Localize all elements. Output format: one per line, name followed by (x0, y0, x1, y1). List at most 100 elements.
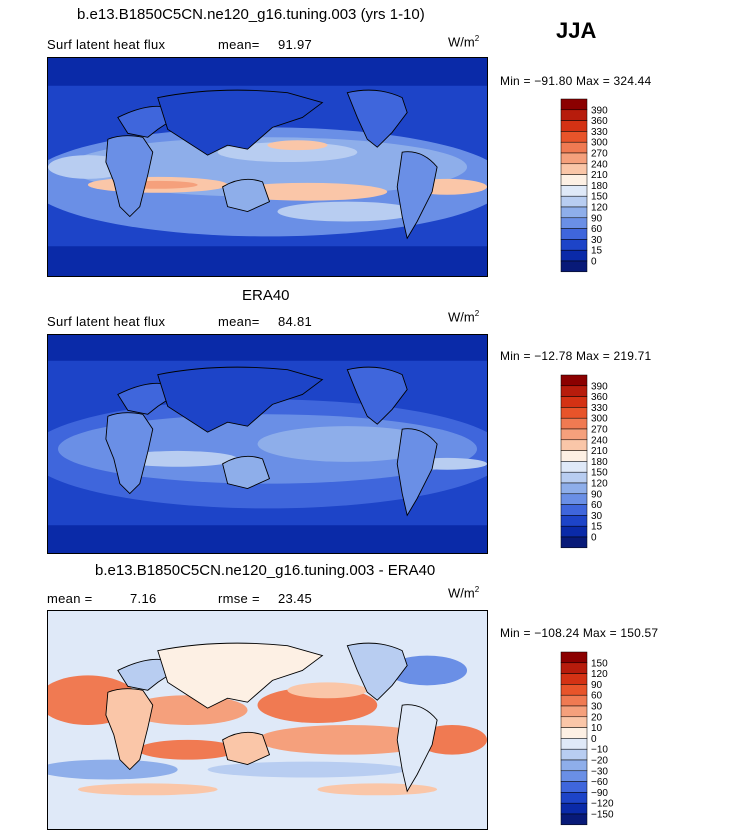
colorbar-tick-label: 240 (591, 435, 608, 446)
colorbar-tick-label: 390 (591, 381, 608, 392)
colorbar-tick-label: −90 (591, 788, 608, 799)
colorbar-swatch (560, 716, 588, 728)
panel3-map (47, 610, 488, 830)
colorbar-swatch (560, 260, 588, 273)
colorbar-tick-label: 150 (591, 192, 608, 203)
colorbar-swatch (560, 727, 588, 739)
colorbar-swatch (560, 504, 588, 516)
colorbar-tick-label: 300 (591, 414, 608, 425)
colorbar-tick-label: 120 (591, 669, 608, 680)
colorbar-swatch (560, 770, 588, 782)
colorbar-swatch (560, 98, 588, 111)
colorbar-swatch (560, 396, 588, 408)
colorbar-tick-label: −60 (591, 777, 608, 788)
colorbar-swatch (560, 759, 588, 772)
colorbar-tick-label: −30 (591, 766, 608, 777)
colorbar-tick-label: 0 (591, 734, 597, 745)
colorbar-swatch (560, 482, 588, 495)
colorbar-tick-label: 10 (591, 723, 603, 734)
panel2-units: W/m2 (448, 309, 480, 325)
colorbar-tick-label: −10 (591, 745, 608, 756)
panel1-units: W/m2 (448, 34, 480, 50)
colorbar-tick-label: 60 (591, 500, 603, 511)
colorbar-swatch (560, 738, 588, 750)
colorbar-swatch (560, 428, 588, 441)
colorbar-swatch (560, 536, 588, 549)
colorbar-tick-label: 330 (591, 403, 608, 414)
colorbar-swatch (560, 131, 588, 143)
panel3-mean-label: mean = (47, 591, 93, 606)
colorbar-tick-label: 30 (591, 511, 603, 522)
panel1-mean-label: mean= (218, 37, 260, 52)
colorbar-swatch (560, 152, 588, 165)
colorbar-tick-label: 360 (591, 392, 608, 403)
panel3-units: W/m2 (448, 585, 480, 601)
colorbar-tick-label: 270 (591, 149, 608, 160)
colorbar-swatch (560, 407, 588, 419)
colorbar-tick-label: 90 (591, 680, 603, 691)
colorbar-tick-label: −120 (591, 799, 614, 810)
colorbar-swatch (560, 802, 588, 815)
colorbar-tick-label: 180 (591, 181, 608, 192)
colorbar-swatch (560, 461, 588, 473)
colorbar-swatch (560, 705, 588, 718)
panel3-mean-value: 7.16 (130, 591, 157, 606)
colorbar-tick-label: 0 (591, 257, 597, 268)
colorbar-swatch (560, 813, 588, 826)
colorbar-swatch (560, 249, 588, 262)
panel1-field-label: Surf latent heat flux (47, 37, 166, 52)
colorbar-tick-label: 15 (591, 246, 603, 257)
panel2-title: ERA40 (242, 287, 290, 304)
colorbar-tick-label: 30 (591, 235, 603, 246)
colorbar-swatch (560, 748, 588, 761)
panel1-minmax: Min = −91.80 Max = 324.44 (500, 74, 652, 88)
panel1-mean-value: 91.97 (278, 37, 313, 52)
panel2-map-field (48, 335, 487, 553)
colorbar-tick-label: 390 (591, 105, 608, 116)
colorbar-swatch (560, 228, 588, 240)
panel2-mean-label: mean= (218, 314, 260, 329)
colorbar-swatch (560, 439, 588, 451)
colorbar-swatch (560, 515, 588, 527)
colorbar-swatch (560, 673, 588, 685)
colorbar-swatch (560, 471, 588, 484)
colorbar-swatch (560, 163, 588, 175)
colorbar-tick-label: 30 (591, 702, 603, 713)
colorbar-swatch (560, 651, 588, 664)
season-label: JJA (556, 18, 597, 43)
panel2-colorbar: 390 360 330 300 270 240 210 180 150 120 90 60 30 15 0 (560, 374, 621, 549)
colorbar-swatch (560, 374, 588, 387)
colorbar-swatch (560, 694, 588, 707)
colorbar-tick-label: 150 (591, 658, 608, 669)
colorbar-swatch (560, 120, 588, 132)
colorbar-swatch (560, 385, 588, 397)
colorbar-tick-label: 210 (591, 170, 608, 181)
colorbar-swatch (560, 792, 588, 804)
colorbar-swatch (560, 493, 588, 505)
colorbar-swatch (560, 174, 588, 186)
panel1-map-field (48, 58, 487, 276)
panel2-mean-value: 84.81 (278, 314, 313, 329)
colorbar-tick-label: 240 (591, 159, 608, 170)
colorbar-swatch (560, 195, 588, 208)
panel1-title: b.e13.B1850C5CN.ne120_g16.tuning.003 (yr… (77, 6, 425, 23)
colorbar-tick-label: −150 (591, 810, 614, 821)
colorbar-tick-label: 60 (591, 691, 603, 702)
colorbar-swatch (560, 206, 588, 219)
colorbar-tick-label: −20 (591, 756, 608, 767)
colorbar-tick-label: 15 (591, 522, 603, 533)
colorbar-tick-label: 60 (591, 224, 603, 235)
colorbar-swatch (560, 417, 588, 430)
colorbar-swatch (560, 217, 588, 229)
colorbar-tick-label: 0 (591, 533, 597, 544)
colorbar-swatch (560, 525, 588, 538)
colorbar-tick-label: 300 (591, 138, 608, 149)
panel3-colorbar: 150 120 90 60 30 20 10 0 −10 −20 −30 −60 −90 −120 −150 (560, 651, 621, 826)
colorbar-tick-label: 90 (591, 489, 603, 500)
panel3-title: b.e13.B1850C5CN.ne120_g16.tuning.003 - E… (95, 562, 436, 579)
colorbar-swatch (560, 662, 588, 674)
colorbar-tick-label: 120 (591, 479, 608, 490)
colorbar-tick-label: 180 (591, 457, 608, 468)
colorbar-swatch (560, 185, 588, 197)
panel3-rmse-value: 23.45 (278, 591, 313, 606)
